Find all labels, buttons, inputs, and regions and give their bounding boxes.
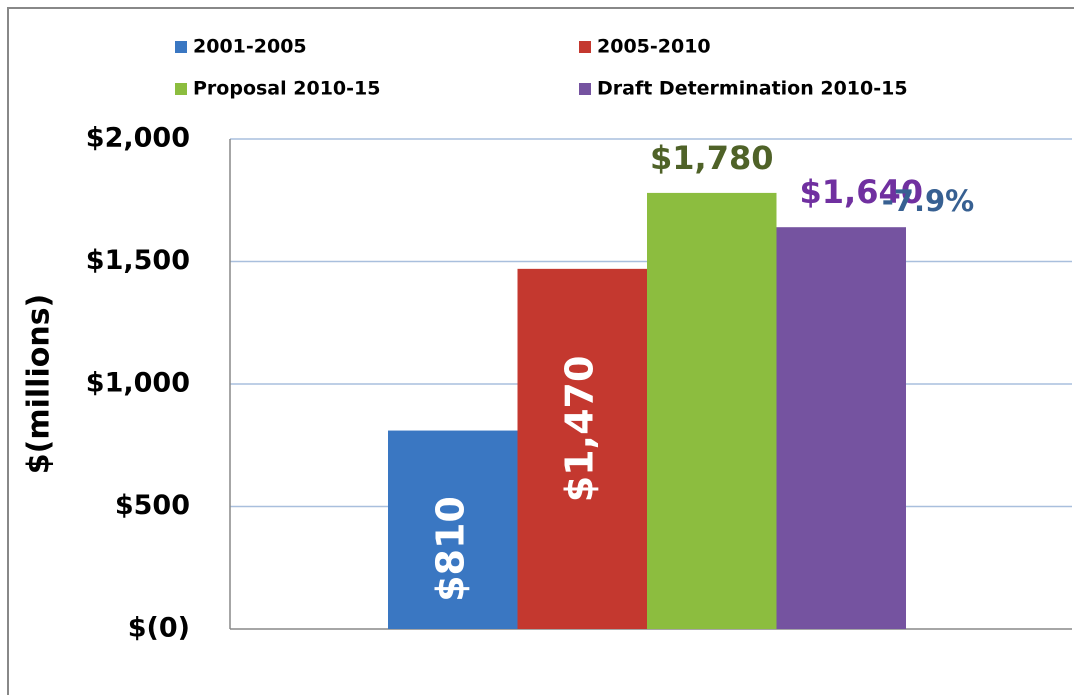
y-tick-label: $1,000 bbox=[86, 368, 190, 399]
data-label: $810 bbox=[428, 496, 472, 602]
y-tick-label: $2,000 bbox=[86, 123, 190, 154]
bar bbox=[517, 268, 647, 629]
legend-swatch bbox=[579, 41, 591, 53]
legend-swatch bbox=[175, 83, 187, 95]
legend-label: 2001-2005 bbox=[193, 36, 307, 58]
data-label: $1,640 bbox=[800, 173, 923, 211]
annotation: -7.9% bbox=[882, 184, 974, 218]
data-label: $1,470 bbox=[558, 356, 602, 503]
data-label: $1,780 bbox=[650, 139, 773, 177]
y-axis-label: $(millions) bbox=[22, 294, 57, 475]
legend-label: Draft Determination 2010-15 bbox=[597, 78, 908, 100]
legend-label: Proposal 2010-15 bbox=[193, 78, 380, 100]
legend-swatch bbox=[579, 83, 591, 95]
bar bbox=[647, 192, 777, 629]
bar bbox=[776, 227, 906, 629]
bar bbox=[388, 430, 518, 629]
legend-label: 2005-2010 bbox=[597, 36, 711, 58]
y-tick-label: $500 bbox=[115, 490, 190, 521]
legend-swatch bbox=[175, 41, 187, 53]
y-tick-label: $1,500 bbox=[86, 245, 190, 276]
y-tick-label: $(0) bbox=[128, 613, 190, 644]
